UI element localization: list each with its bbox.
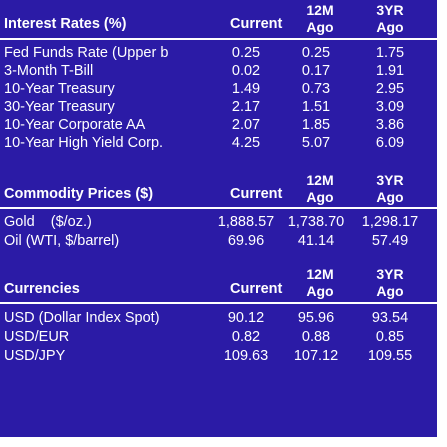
row-label: USD/JPY — [4, 348, 66, 364]
value-12m-ago: 95.96 — [297, 310, 335, 326]
value-12m-ago: 0.88 — [301, 329, 331, 345]
currencies-col-3yr-line2: Ago — [376, 283, 404, 299]
row-label: Oil (WTI, $/barrel) — [4, 233, 120, 249]
row-label: USD/EUR — [4, 329, 70, 345]
value-3yr-ago: 1,298.17 — [361, 214, 419, 230]
commodity-col-12m-line1: 12M — [306, 172, 334, 188]
value-current: 69.96 — [227, 233, 265, 249]
value-3yr-ago: 1.91 — [375, 63, 405, 79]
market-data-panel: Interest Rates (%) Current 12M Ago 3YR A… — [0, 0, 437, 437]
value-current: 2.07 — [231, 117, 261, 133]
value-12m-ago: 107.12 — [293, 348, 339, 364]
value-3yr-ago: 3.09 — [375, 99, 405, 115]
commodity-col-3yr-line1: 3YR — [376, 172, 404, 188]
interest-col-3yr: 3YR Ago — [358, 2, 422, 36]
commodity-col-current: Current — [230, 186, 283, 202]
value-current: 4.25 — [231, 135, 261, 151]
value-current: 90.12 — [227, 310, 265, 326]
interest-divider — [0, 38, 437, 40]
interest-col-3yr-line2: Ago — [376, 19, 404, 35]
row-label: 10-Year High Yield Corp. — [4, 135, 164, 151]
commodity-col-12m-line2: Ago — [306, 189, 334, 205]
value-12m-ago: 1.51 — [301, 99, 331, 115]
interest-title: Interest Rates (%) — [4, 16, 127, 32]
commodity-col-12m: 12M Ago — [288, 172, 352, 206]
interest-col-12m-line2: Ago — [306, 19, 334, 35]
value-3yr-ago: 1.75 — [375, 45, 405, 61]
value-current: 0.25 — [231, 45, 261, 61]
row-label: 3-Month T-Bill — [4, 63, 94, 79]
row-label: Fed Funds Rate (Upper b — [4, 45, 169, 61]
currencies-col-3yr: 3YR Ago — [358, 266, 422, 300]
row-label: 10-Year Treasury — [4, 81, 115, 97]
interest-col-current: Current — [230, 16, 283, 32]
currencies-col-12m-line2: Ago — [306, 283, 334, 299]
currencies-col-3yr-line1: 3YR — [376, 266, 404, 282]
value-current: 1,888.57 — [217, 214, 275, 230]
commodity-title: Commodity Prices ($) — [4, 186, 154, 202]
value-3yr-ago: 109.55 — [367, 348, 413, 364]
value-3yr-ago: 6.09 — [375, 135, 405, 151]
value-3yr-ago: 0.85 — [375, 329, 405, 345]
value-12m-ago: 0.73 — [301, 81, 331, 97]
value-current: 109.63 — [223, 348, 269, 364]
interest-col-12m: 12M Ago — [288, 2, 352, 36]
row-label: 10-Year Corporate AA — [4, 117, 146, 133]
interest-col-3yr-line1: 3YR — [376, 2, 404, 18]
value-12m-ago: 5.07 — [301, 135, 331, 151]
value-3yr-ago: 57.49 — [371, 233, 409, 249]
value-current: 2.17 — [231, 99, 261, 115]
currencies-title: Currencies — [4, 281, 80, 297]
value-12m-ago: 0.17 — [301, 63, 331, 79]
commodity-divider — [0, 207, 437, 209]
value-12m-ago: 1,738.70 — [287, 214, 345, 230]
value-12m-ago: 0.25 — [301, 45, 331, 61]
value-12m-ago: 41.14 — [297, 233, 335, 249]
commodity-col-3yr: 3YR Ago — [358, 172, 422, 206]
currencies-col-current: Current — [230, 281, 283, 297]
value-3yr-ago: 2.95 — [375, 81, 405, 97]
value-3yr-ago: 93.54 — [371, 310, 409, 326]
currencies-col-12m-line1: 12M — [306, 266, 334, 282]
row-label: Gold ($/oz.) — [4, 214, 92, 230]
value-current: 0.82 — [231, 329, 261, 345]
currencies-divider — [0, 302, 437, 304]
row-label: USD (Dollar Index Spot) — [4, 310, 160, 326]
value-12m-ago: 1.85 — [301, 117, 331, 133]
value-current: 1.49 — [231, 81, 261, 97]
value-3yr-ago: 3.86 — [375, 117, 405, 133]
currencies-col-12m: 12M Ago — [288, 266, 352, 300]
commodity-col-3yr-line2: Ago — [376, 189, 404, 205]
row-label: 30-Year Treasury — [4, 99, 115, 115]
interest-col-12m-line1: 12M — [306, 2, 334, 18]
value-current: 0.02 — [231, 63, 261, 79]
